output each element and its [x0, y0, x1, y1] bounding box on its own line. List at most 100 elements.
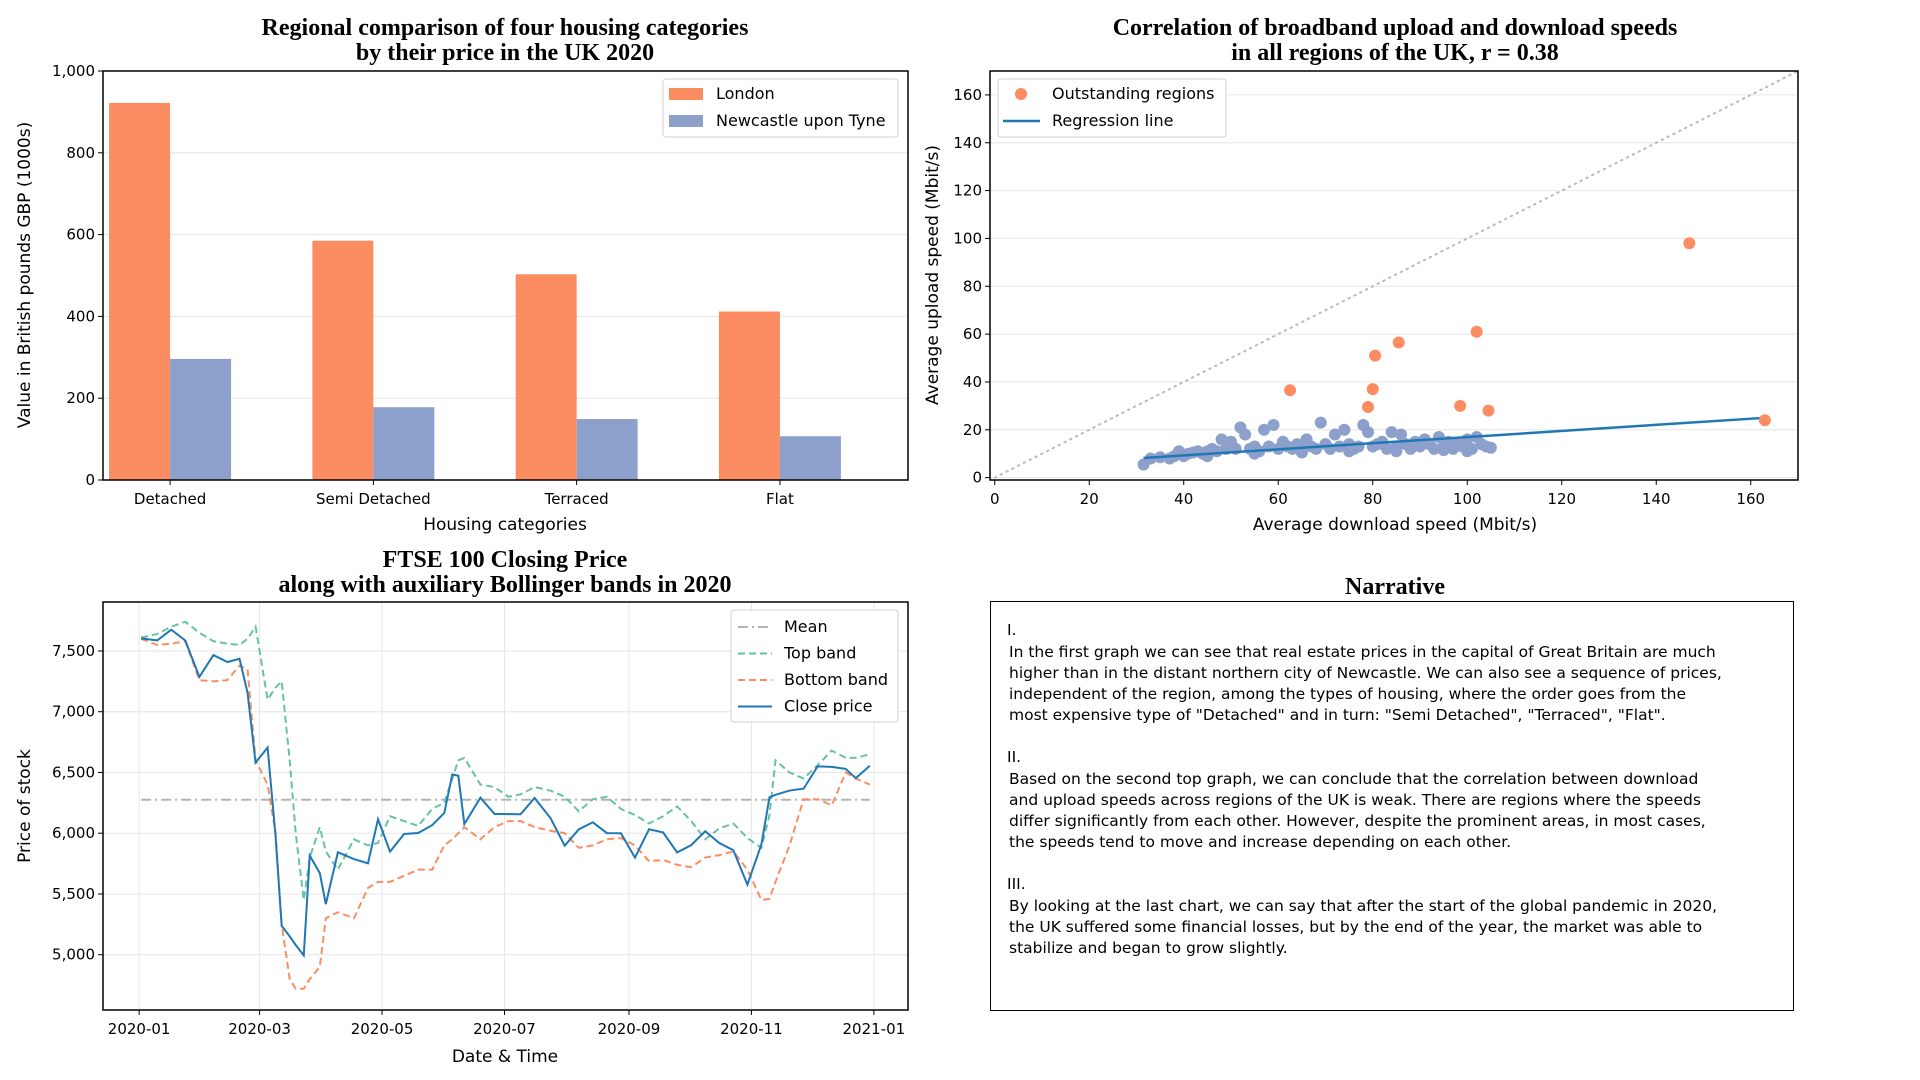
narrative-line: independent of the region, among the typ…	[1009, 685, 1687, 703]
y-tick-label: 120	[953, 182, 982, 200]
legend: Outstanding regions Regression line	[997, 78, 1227, 138]
top-band-line	[140, 620, 871, 901]
bar-london-terraced	[515, 274, 577, 480]
y-tick-label: 5,500	[52, 885, 95, 903]
legend: Mean Top band Bottom band Close price	[730, 609, 899, 723]
region-point	[1314, 416, 1327, 429]
outstanding-region-point	[1683, 237, 1696, 250]
narrative-line: differ significantly from each other. Ho…	[1009, 812, 1706, 830]
legend-label: Regression line	[1052, 111, 1173, 130]
x-tick-label: 60	[1269, 490, 1288, 508]
legend-label: Newcastle upon Tyne	[716, 111, 886, 130]
y-tick-label: 7,000	[52, 703, 95, 721]
x-tick-label: 20	[1080, 490, 1099, 508]
y-tick-label: 160	[953, 86, 982, 104]
bar-london-detached	[109, 102, 171, 480]
regression-line	[1143, 416, 1766, 460]
x-tick-label: Terraced	[544, 490, 609, 508]
axes-frame	[102, 70, 909, 481]
region-point	[1215, 433, 1228, 446]
region-point	[1295, 446, 1308, 459]
y-tick-label: 5,000	[52, 946, 95, 964]
ftse-line-chart: 5,000 5,500 6,000 6,500 7,000 7,500 2020-01 202…	[15, 547, 909, 1067]
outstanding-region-point	[1392, 336, 1405, 349]
legend: London Newcastle upon Tyne	[662, 78, 899, 138]
y-tick-label: 7,500	[52, 642, 95, 660]
region-point	[1338, 423, 1351, 436]
x-tick-label: 2020-01	[108, 1020, 171, 1038]
narrative-line: most expensive type of "Detached" and in…	[1009, 706, 1666, 724]
y-tick-label: 6,000	[52, 824, 95, 842]
narrative-section-1: I. In the first graph we can see that re…	[1007, 620, 1781, 726]
bar-london-semi-detached	[312, 240, 374, 480]
y-tick-label: 800	[66, 144, 95, 162]
region-point	[1267, 418, 1280, 431]
outstanding-region-point	[1362, 401, 1375, 414]
legend-box	[997, 78, 1227, 138]
region-point	[1484, 441, 1497, 454]
region-point	[1428, 442, 1441, 455]
bar-newcastle-upon-tyne-semi-detached	[373, 407, 435, 480]
x-axis-label: Average download speed (Mbit/s)	[1253, 515, 1537, 535]
y-axis-label: Value in British pounds GBP (1000s)	[15, 122, 35, 428]
outstanding-region-point	[1369, 349, 1382, 362]
legend-label: London	[716, 84, 775, 103]
outstanding-region-point	[1482, 404, 1495, 417]
x-tick-label: 0	[990, 490, 1000, 508]
close-price-line	[141, 628, 871, 959]
region-point	[1362, 426, 1375, 439]
y-axis-label: Average upload speed (Mbit/s)	[923, 145, 943, 405]
narrative-line: stabilize and began to grow slightly.	[1009, 939, 1288, 957]
housing-bar-chart: 0 200 400 600 800 1,000 Detached Semi Detached T…	[15, 15, 909, 535]
x-tick-label: Semi Detached	[316, 490, 431, 508]
chart-subtitle: in all regions of the UK, r = 0.38	[1231, 40, 1558, 66]
region-point	[1328, 428, 1341, 441]
x-tick-label: Detached	[134, 490, 206, 508]
narrative-box: I. In the first graph we can see that re…	[990, 601, 1794, 1011]
y-tick-label: 200	[66, 389, 95, 407]
x-tick-label: 2020-03	[228, 1020, 291, 1038]
legend-label: Top band	[783, 644, 856, 663]
broadband-scatter-chart: 0 20 40 60 80 100 120 140 160 0 20 40 60 80 100 120 140 1…	[923, 15, 1799, 535]
x-tick-label: 2020-11	[720, 1020, 783, 1038]
outstanding-region-point	[1758, 414, 1771, 427]
y-tick-label: 600	[66, 226, 95, 244]
y-tick-label: 0	[85, 471, 95, 489]
x-tick-label: 2020-07	[473, 1020, 536, 1038]
x-tick-label: Flat	[766, 490, 794, 508]
narrative-line: higher than in the distant northern city…	[1009, 664, 1722, 682]
region-point	[1258, 423, 1271, 436]
outstanding-region-point	[1454, 399, 1467, 412]
y-tick-label: 80	[963, 277, 982, 295]
x-tick-label: 2020-09	[598, 1020, 661, 1038]
legend-swatch	[669, 115, 703, 127]
narrative-line: In the first graph we can see that real …	[1009, 643, 1716, 661]
y-tick-label: 140	[953, 134, 982, 152]
outstanding-region-point	[1470, 325, 1483, 338]
region-point	[1380, 442, 1393, 455]
x-tick-label: 160	[1736, 490, 1765, 508]
y-axis-label: Price of stock	[15, 749, 35, 863]
region-point	[1465, 442, 1478, 455]
x-tick-label: 2020-05	[351, 1020, 414, 1038]
bar-newcastle-upon-tyne-terraced	[576, 419, 638, 480]
y-tick-label: 100	[953, 229, 982, 247]
x-axis-label: Date & Time	[452, 1047, 558, 1067]
x-tick-label: 100	[1453, 490, 1482, 508]
narrative-line: the speeds tend to move and increase dep…	[1009, 833, 1512, 851]
chart-title: Regional comparison of four housing cate…	[262, 15, 749, 41]
narrative-line: and upload speeds across regions of the …	[1009, 791, 1701, 809]
bar-london-flat	[718, 311, 780, 480]
region-point	[1385, 426, 1398, 439]
y-tick-label: 400	[66, 307, 95, 325]
outstanding-region-point	[1284, 384, 1297, 397]
chart-title: FTSE 100 Closing Price	[383, 547, 628, 573]
narrative-line: the UK suffered some financial losses, b…	[1009, 918, 1703, 936]
bar-newcastle-upon-tyne-flat	[779, 436, 841, 480]
narrative-section-3: III. By looking at the last chart, we ca…	[1007, 874, 1781, 959]
axes-frame	[989, 70, 1799, 481]
x-axis-label: Housing categories	[423, 515, 587, 535]
axes-frame	[102, 601, 909, 1011]
bottom-band-line	[140, 637, 871, 990]
